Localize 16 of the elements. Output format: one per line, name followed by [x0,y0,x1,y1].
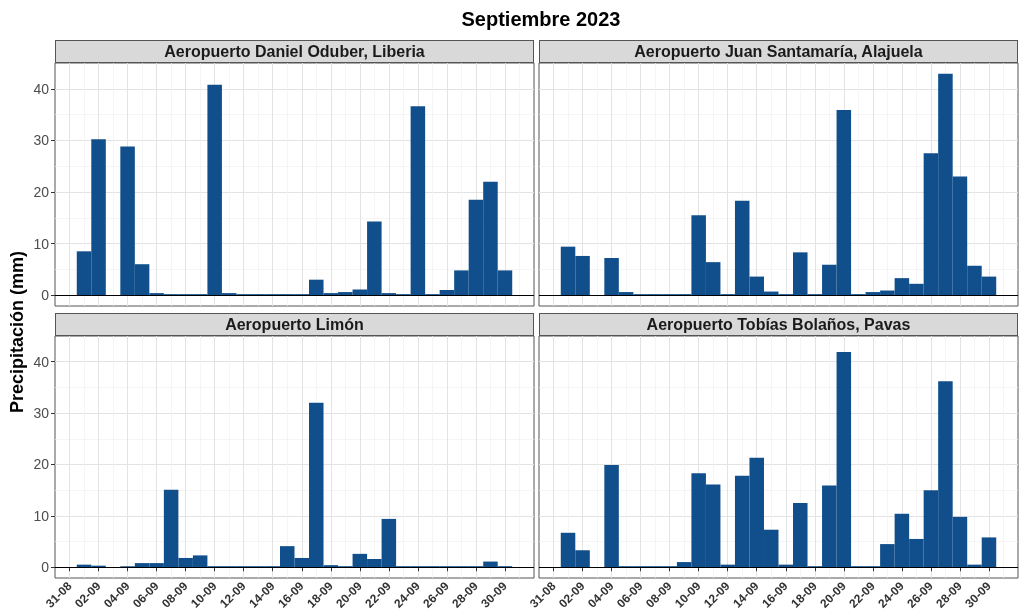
chart-title: Aeropuerto Limón [225,316,364,333]
y-tick-label: 10 [33,235,50,252]
y-tick-label: 0 [41,287,50,304]
y-tick-label: 0 [41,559,50,576]
y-tick-label: 40 [33,353,50,370]
y-axis-title: Precipitación (mm) [6,250,28,414]
y-tick-label: 10 [33,507,50,524]
chart-title: Aeropuerto Tobías Bolaños, Pavas [646,316,911,333]
chart-title: Aeropuerto Daniel Oduber, Liberia [164,43,425,60]
y-tick-label: 20 [33,183,50,200]
y-tick-label: 20 [33,456,50,473]
y-tick-label: 40 [33,80,50,97]
text: Septiembre 2023 [461,8,621,31]
y-tick-label: 30 [33,132,50,149]
chart-title: Aeropuerto Juan Santamaría, Alajuela [634,43,923,60]
y-tick-label: 30 [33,405,50,422]
